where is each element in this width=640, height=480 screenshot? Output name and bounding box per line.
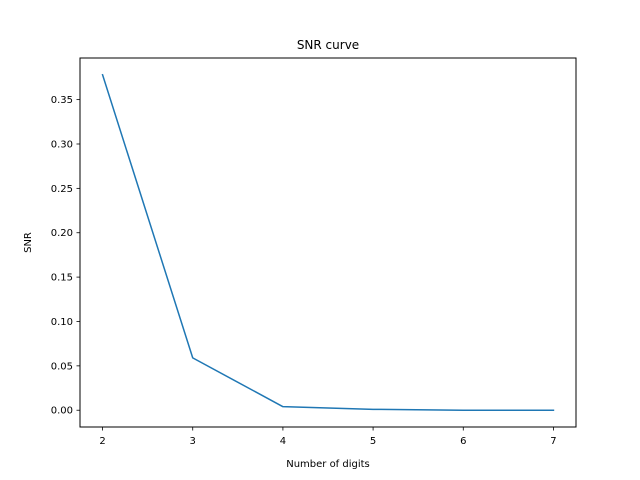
x-tick-label: 6: [460, 436, 466, 447]
y-tick-label: 0.25: [51, 184, 73, 195]
x-tick-label: 4: [280, 436, 286, 447]
x-axis-label: Number of digits: [286, 459, 370, 470]
y-tick-label: 0.15: [51, 273, 73, 284]
y-tick-label: 0.30: [51, 139, 73, 150]
x-tick-label: 7: [550, 436, 556, 447]
y-axis-label: SNR: [23, 232, 34, 253]
axes-frame: [79, 57, 577, 428]
chart-title: SNR curve: [297, 38, 359, 52]
y-tick-label: 0.20: [51, 228, 73, 239]
x-tick-label: 3: [190, 436, 196, 447]
y-tick-label: 0.00: [51, 406, 73, 417]
series-line-0: [101, 73, 555, 411]
x-tick-label: 5: [370, 436, 376, 447]
y-tick-label: 0.10: [51, 317, 73, 328]
plot-area: 2 3 4 5 6 7 0.00 0.05 0.10 0.15 0.20 0.25 0.30 0.35: [51, 73, 557, 447]
y-tick-label: 0.05: [51, 361, 73, 372]
x-tick-label: 2: [99, 436, 105, 447]
y-tick-label: 0.35: [51, 95, 73, 106]
